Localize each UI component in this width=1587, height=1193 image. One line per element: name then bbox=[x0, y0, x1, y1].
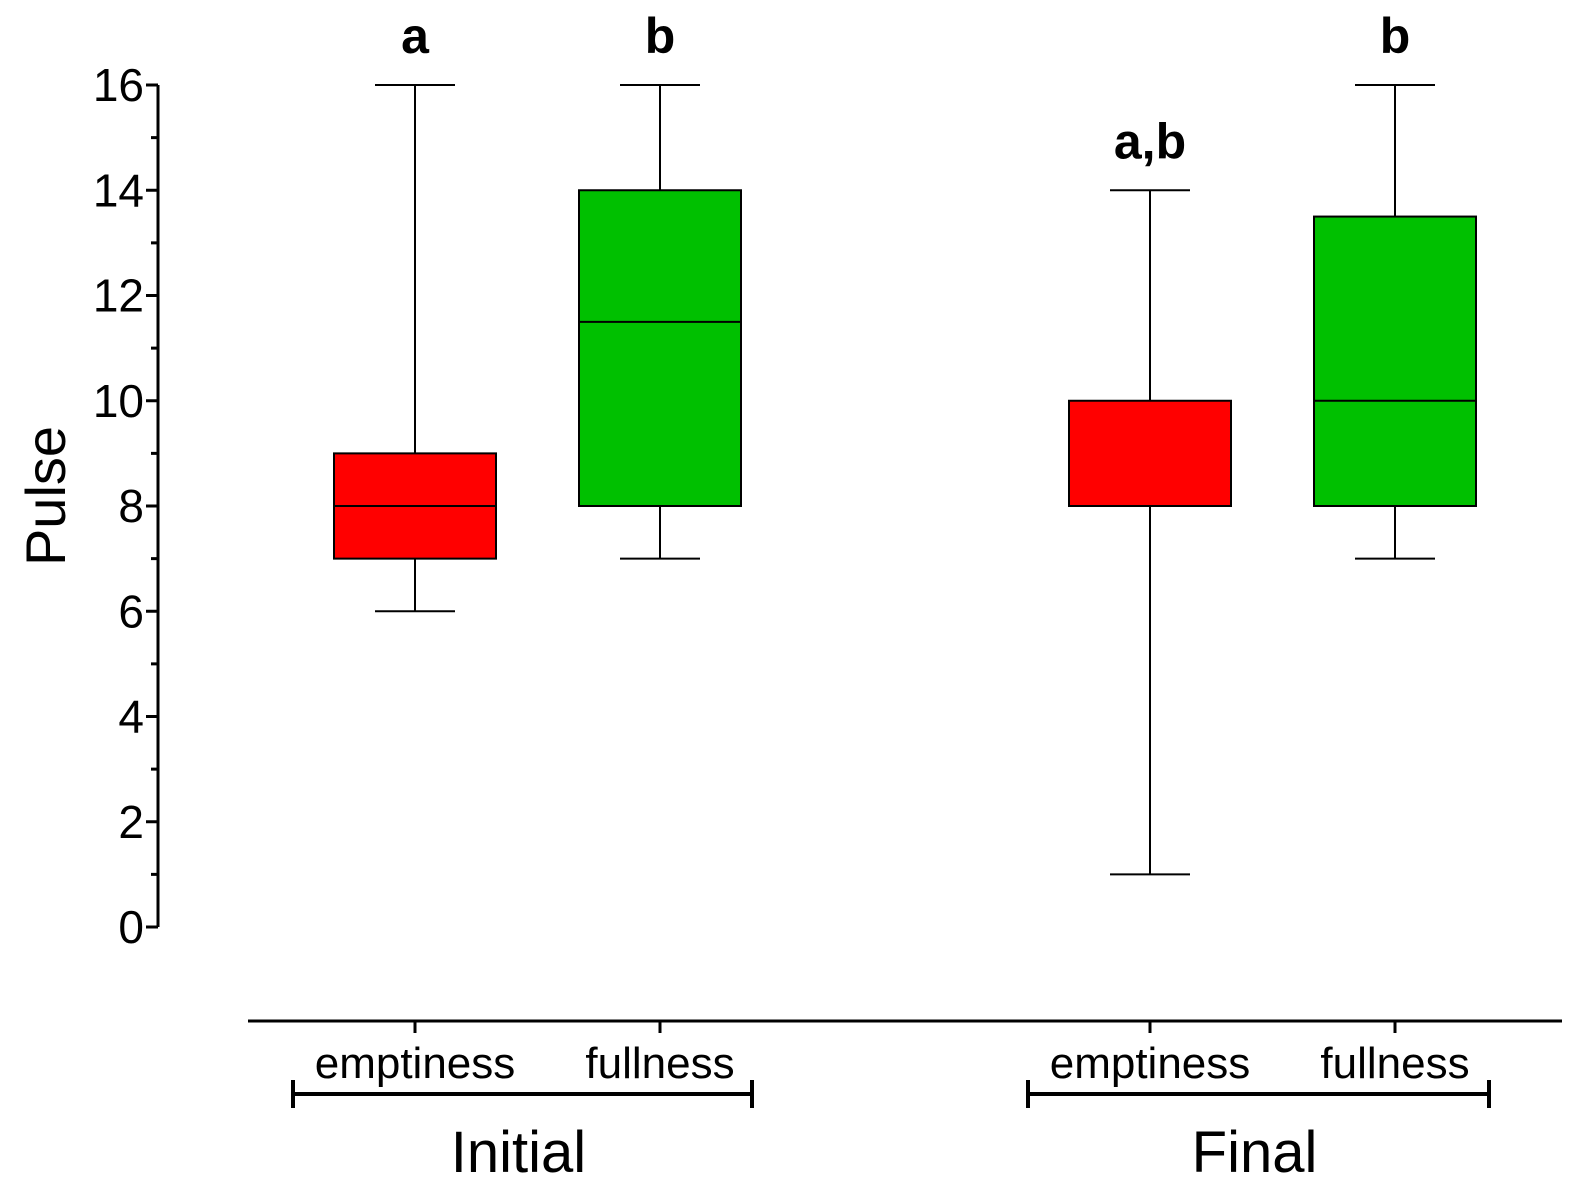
box-initial-emptiness: a bbox=[333, 8, 497, 613]
y-tick-label: 12 bbox=[93, 270, 144, 322]
boxes: a b a,b b bbox=[333, 8, 1477, 876]
y-axis-title: Pulse bbox=[14, 426, 77, 566]
x-axis: emptiness fullness emptiness fullness Initia… bbox=[248, 1019, 1562, 1185]
significance-label: a bbox=[401, 8, 430, 64]
y-tick-label: 2 bbox=[118, 796, 144, 848]
y-tick-label: 16 bbox=[93, 59, 144, 111]
y-tick-label: 10 bbox=[93, 375, 144, 427]
y-tick-label: 14 bbox=[93, 164, 144, 216]
iqr-box bbox=[1313, 215, 1477, 507]
significance-label: a,b bbox=[1114, 113, 1186, 169]
box-final-emptiness: a,b bbox=[1068, 113, 1232, 876]
y-tick-label: 4 bbox=[118, 691, 144, 743]
iqr-box bbox=[1068, 399, 1232, 507]
category-label: fullness bbox=[585, 1039, 734, 1088]
box-initial-fullness: b bbox=[578, 8, 742, 560]
group-bracket-final: Final bbox=[1026, 1080, 1491, 1185]
iqr-box bbox=[578, 189, 742, 507]
y-tick-label: 6 bbox=[118, 585, 144, 637]
y-tick-label: 8 bbox=[118, 480, 144, 532]
category-label: emptiness bbox=[315, 1039, 516, 1088]
box-final-fullness: b bbox=[1313, 8, 1477, 560]
group-label: Initial bbox=[451, 1120, 586, 1185]
significance-label: b bbox=[1380, 8, 1411, 64]
significance-label: b bbox=[645, 8, 676, 64]
category-label: emptiness bbox=[1050, 1039, 1251, 1088]
category-label: fullness bbox=[1320, 1039, 1469, 1088]
group-bracket-initial: Initial bbox=[291, 1080, 754, 1185]
y-axis: 0 2 4 6 8 10 12 14 16 bbox=[93, 59, 160, 953]
group-label: Final bbox=[1192, 1120, 1318, 1185]
y-tick-label: 0 bbox=[118, 901, 144, 953]
